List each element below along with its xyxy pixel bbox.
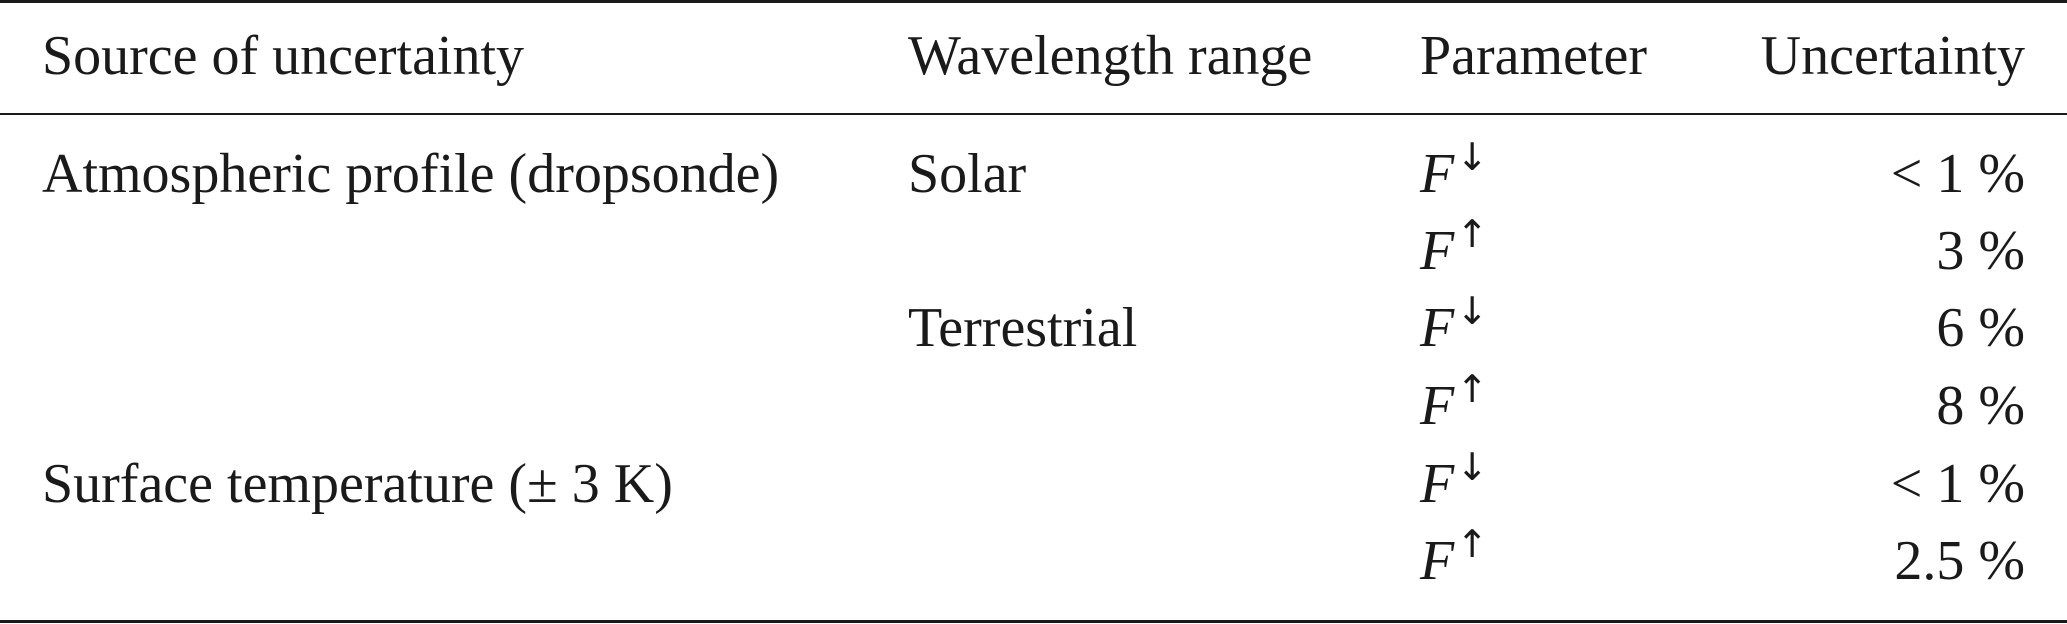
up-arrow-icon: ↑ [1456, 212, 1489, 256]
cell-uncertainty: 6 % [1936, 297, 2025, 359]
cell-uncertainty: < 1 % [1890, 143, 2025, 205]
cell-uncertainty: 8 % [1936, 375, 2025, 437]
header-wavelength: Wavelength range [908, 25, 1313, 87]
table-header-rule [0, 113, 2067, 115]
cell-parameter: F↓ [1420, 448, 1488, 515]
parameter-symbol: F [1420, 297, 1455, 359]
table-top-rule [0, 0, 2067, 3]
down-arrow-icon: ↓ [1456, 445, 1489, 489]
cell-wavelength: Solar [908, 143, 1027, 205]
parameter-symbol: F [1420, 453, 1455, 515]
cell-source: Surface temperature (± 3 K) [42, 453, 673, 515]
cell-parameter: F↓ [1420, 138, 1488, 205]
cell-parameter: F↑ [1420, 370, 1488, 437]
cell-parameter: F↑ [1420, 215, 1488, 282]
cell-parameter: F↑ [1420, 525, 1488, 592]
parameter-symbol: F [1420, 375, 1455, 437]
up-arrow-icon: ↑ [1456, 522, 1489, 566]
parameter-symbol: F [1420, 143, 1455, 205]
header-uncertainty: Uncertainty [1760, 25, 2025, 87]
up-arrow-icon: ↑ [1456, 367, 1489, 411]
cell-uncertainty: < 1 % [1890, 453, 2025, 515]
header-source: Source of uncertainty [42, 25, 525, 87]
down-arrow-icon: ↓ [1456, 135, 1489, 179]
cell-wavelength: Terrestrial [908, 297, 1138, 359]
down-arrow-icon: ↓ [1456, 289, 1489, 333]
table-bottom-rule [0, 620, 2067, 623]
cell-source: Atmospheric profile (dropsonde) [42, 143, 780, 205]
parameter-symbol: F [1420, 530, 1455, 592]
header-parameter: Parameter [1420, 25, 1647, 87]
cell-parameter: F↓ [1420, 292, 1488, 359]
parameter-symbol: F [1420, 220, 1455, 282]
cell-uncertainty: 3 % [1936, 220, 2025, 282]
cell-uncertainty: 2.5 % [1894, 530, 2025, 592]
